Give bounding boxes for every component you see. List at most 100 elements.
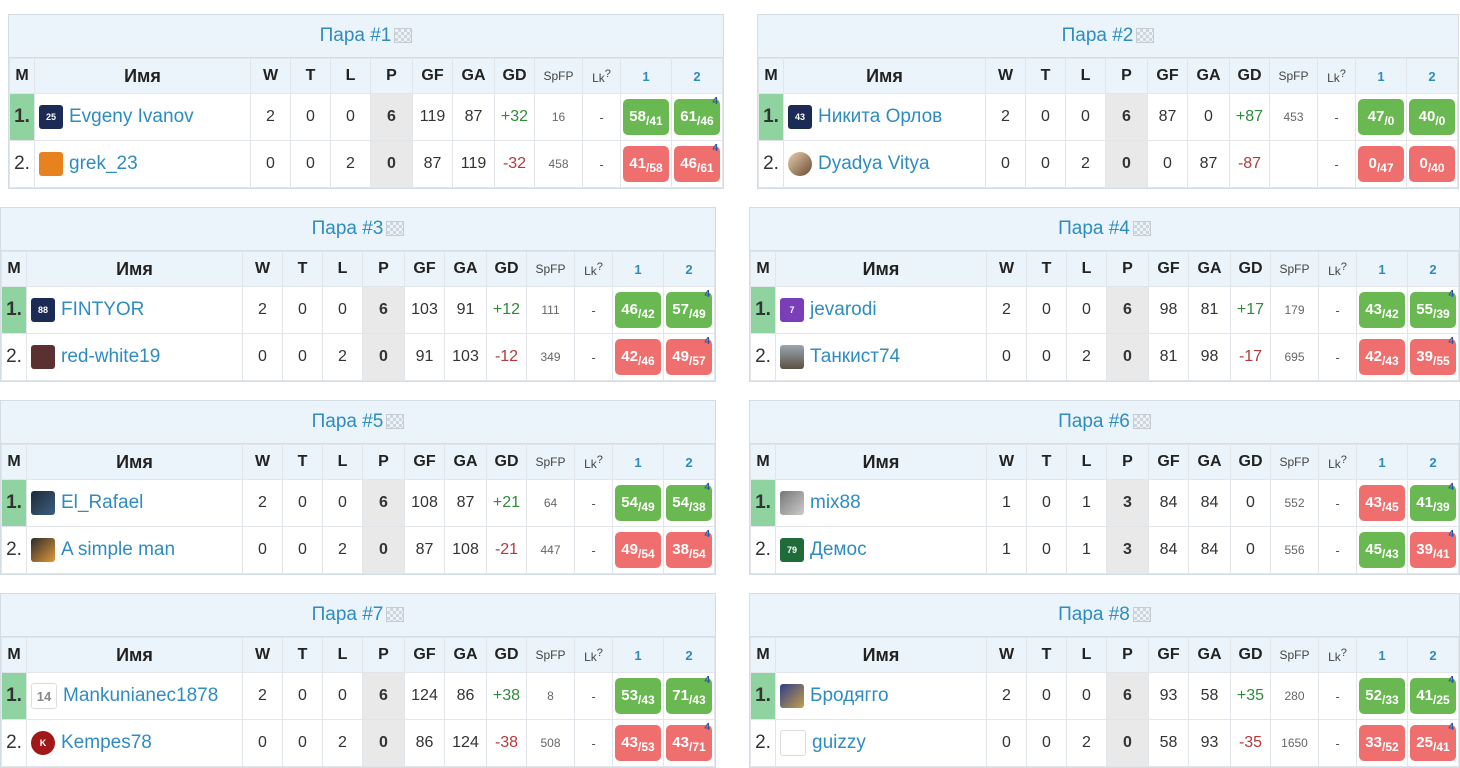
pair-title-text[interactable]: Пара #2 <box>1061 25 1134 46</box>
col-lk-header[interactable]: Lk? <box>574 251 613 287</box>
col-lk-header[interactable]: Lk? <box>1318 251 1357 287</box>
col-round1-header[interactable]: 1 <box>612 251 664 287</box>
help-mark-icon[interactable]: ? <box>604 67 611 80</box>
match-score-badge[interactable]: 71/43 4 <box>666 675 712 714</box>
match-score-badge[interactable]: 43/53 <box>615 725 661 761</box>
pair-title-text[interactable]: Пара #8 <box>1058 604 1130 625</box>
avatar-circle[interactable]: K <box>31 731 55 755</box>
match-score-badge[interactable]: 43/45 <box>1359 485 1405 521</box>
pair-title-text[interactable]: Пара #4 <box>1058 218 1130 239</box>
shirt-icon[interactable]: 25 <box>39 105 63 129</box>
match-score-badge[interactable]: 57/49 4 <box>666 289 712 328</box>
avatar-photo[interactable] <box>31 491 55 515</box>
avatar-photo[interactable] <box>780 684 804 708</box>
match-score-badge[interactable]: 49/57 4 <box>666 336 712 375</box>
col-lk-header[interactable]: Lk? <box>1318 444 1357 480</box>
match-score-badge[interactable]: 43/42 <box>1359 292 1405 328</box>
player-name-link[interactable]: jevarodi <box>810 299 877 320</box>
shirt-icon[interactable] <box>31 345 55 369</box>
player-name-link[interactable]: Dyadya Vitya <box>818 153 930 174</box>
col-round2-header[interactable]: 2 <box>1407 637 1459 673</box>
match-score-badge[interactable]: 58/41 <box>623 99 669 135</box>
player-name-link[interactable]: Mankunianec1878 <box>63 685 219 706</box>
match-score-badge[interactable]: 46/42 <box>615 292 661 328</box>
col-round2-header[interactable]: 2 <box>663 251 715 287</box>
crest-icon[interactable]: 14 <box>31 683 57 709</box>
shirt-icon[interactable]: 7 <box>780 298 804 322</box>
player-name-link[interactable]: mix88 <box>810 492 861 513</box>
match-score-badge[interactable]: 41/39 4 <box>1410 482 1456 521</box>
help-mark-icon[interactable]: ? <box>596 646 603 659</box>
player-name-link[interactable]: Evgeny Ivanov <box>69 106 194 127</box>
match-score-badge[interactable]: 41/25 4 <box>1410 675 1456 714</box>
match-score-badge[interactable]: 42/46 <box>615 339 661 375</box>
match-score-badge[interactable]: 54/38 4 <box>666 482 712 521</box>
match-score-badge[interactable]: 25/41 4 <box>1410 722 1456 761</box>
avatar-photo[interactable] <box>780 345 804 369</box>
col-lk-header[interactable]: Lk? <box>582 58 621 94</box>
avatar-photo[interactable] <box>780 491 804 515</box>
shirt-icon[interactable]: 43 <box>788 105 812 129</box>
match-score-badge[interactable]: 43/71 4 <box>666 722 712 761</box>
help-mark-icon[interactable]: ? <box>596 453 603 466</box>
shirt-icon[interactable]: 88 <box>31 298 55 322</box>
help-mark-icon[interactable]: ? <box>1340 260 1347 273</box>
player-name-link[interactable]: guizzy <box>812 732 866 753</box>
ball-icon[interactable] <box>780 730 806 756</box>
help-mark-icon[interactable]: ? <box>1339 67 1346 80</box>
match-score-badge[interactable]: 40/0 <box>1409 99 1455 135</box>
player-name-link[interactable]: Kempes78 <box>61 732 152 753</box>
col-round1-header[interactable]: 1 <box>1356 444 1408 480</box>
col-round1-header[interactable]: 1 <box>1356 251 1408 287</box>
match-score-badge[interactable]: 61/46 4 <box>674 96 720 135</box>
player-name-link[interactable]: A simple man <box>61 539 176 560</box>
help-mark-icon[interactable]: ? <box>596 260 603 273</box>
col-round1-header[interactable]: 1 <box>612 444 664 480</box>
shirt-icon[interactable]: 79 <box>780 538 804 562</box>
col-round2-header[interactable]: 2 <box>1407 251 1459 287</box>
col-round2-header[interactable]: 2 <box>663 637 715 673</box>
match-score-badge[interactable]: 53/43 <box>615 678 661 714</box>
match-score-badge[interactable]: 39/55 4 <box>1410 336 1456 375</box>
col-round2-header[interactable]: 2 <box>1406 58 1458 94</box>
col-round2-header[interactable]: 2 <box>671 58 723 94</box>
match-score-badge[interactable]: 0/47 <box>1358 146 1404 182</box>
col-round1-header[interactable]: 1 <box>620 58 672 94</box>
col-round1-header[interactable]: 1 <box>1355 58 1407 94</box>
col-round2-header[interactable]: 2 <box>663 444 715 480</box>
shirt-icon[interactable] <box>39 152 63 176</box>
avatar-photo[interactable] <box>31 538 55 562</box>
col-lk-header[interactable]: Lk? <box>1317 58 1356 94</box>
player-name-link[interactable]: Никита Орлов <box>818 106 943 127</box>
avatar-photo[interactable] <box>788 152 812 176</box>
player-name-link[interactable]: Демос <box>810 539 867 560</box>
match-score-badge[interactable]: 33/52 <box>1359 725 1405 761</box>
player-name-link[interactable]: FINTYOR <box>61 299 145 320</box>
player-name-link[interactable]: grek_23 <box>69 153 138 174</box>
help-mark-icon[interactable]: ? <box>1340 646 1347 659</box>
match-score-badge[interactable]: 54/49 <box>615 485 661 521</box>
help-mark-icon[interactable]: ? <box>1340 453 1347 466</box>
col-round2-header[interactable]: 2 <box>1407 444 1459 480</box>
match-score-badge[interactable]: 0/40 <box>1409 146 1455 182</box>
pair-title-text[interactable]: Пара #3 <box>311 218 384 239</box>
match-score-badge[interactable]: 41/58 <box>623 146 669 182</box>
player-name-link[interactable]: Танкист74 <box>810 346 901 367</box>
match-score-badge[interactable]: 49/54 <box>615 532 661 568</box>
pair-title-text[interactable]: Пара #1 <box>319 25 392 46</box>
match-score-badge[interactable]: 52/33 <box>1359 678 1405 714</box>
match-score-badge[interactable]: 45/43 <box>1359 532 1405 568</box>
match-score-badge[interactable]: 46/61 4 <box>674 143 720 182</box>
player-name-link[interactable]: Бродягго <box>810 685 889 706</box>
match-score-badge[interactable]: 47/0 <box>1358 99 1404 135</box>
match-score-badge[interactable]: 39/41 4 <box>1410 529 1456 568</box>
match-score-badge[interactable]: 42/43 <box>1359 339 1405 375</box>
col-lk-header[interactable]: Lk? <box>574 637 613 673</box>
pair-title-text[interactable]: Пара #7 <box>311 604 384 625</box>
player-name-link[interactable]: red-white19 <box>61 346 161 367</box>
pair-title-text[interactable]: Пара #5 <box>311 411 384 432</box>
col-round1-header[interactable]: 1 <box>1356 637 1408 673</box>
pair-title-text[interactable]: Пара #6 <box>1058 411 1130 432</box>
match-score-badge[interactable]: 38/54 4 <box>666 529 712 568</box>
match-score-badge[interactable]: 55/39 4 <box>1410 289 1456 328</box>
